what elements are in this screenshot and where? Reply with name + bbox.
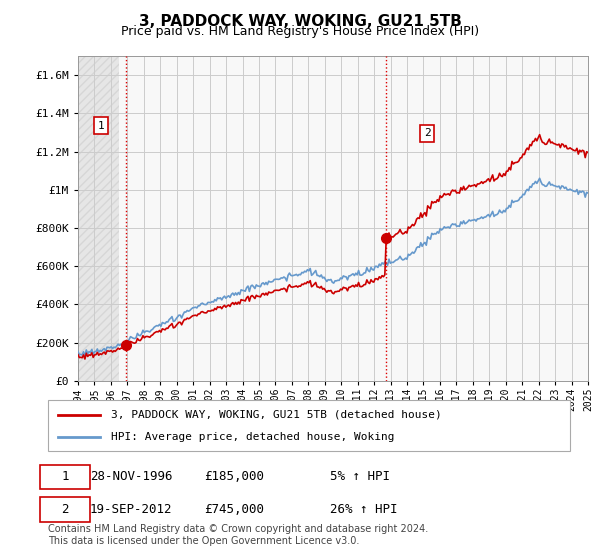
Text: 19-SEP-2012: 19-SEP-2012 [90, 503, 172, 516]
Text: Contains HM Land Registry data © Crown copyright and database right 2024.
This d: Contains HM Land Registry data © Crown c… [48, 524, 428, 546]
Text: 2: 2 [61, 503, 69, 516]
Bar [78, 56, 119, 381]
Text: 28-NOV-1996: 28-NOV-1996 [90, 470, 172, 483]
Text: HPI: Average price, detached house, Woking: HPI: Average price, detached house, Woki… [110, 432, 394, 442]
Text: 1: 1 [98, 121, 104, 130]
Text: 3, PADDOCK WAY, WOKING, GU21 5TB (detached house): 3, PADDOCK WAY, WOKING, GU21 5TB (detach… [110, 409, 442, 419]
FancyBboxPatch shape [40, 497, 90, 522]
Text: 2: 2 [424, 128, 430, 138]
Text: £185,000: £185,000 [205, 470, 265, 483]
Text: £745,000: £745,000 [205, 503, 265, 516]
FancyBboxPatch shape [48, 400, 570, 451]
Text: 5% ↑ HPI: 5% ↑ HPI [330, 470, 390, 483]
Text: 1: 1 [61, 470, 69, 483]
FancyBboxPatch shape [40, 464, 90, 489]
Text: Price paid vs. HM Land Registry's House Price Index (HPI): Price paid vs. HM Land Registry's House … [121, 25, 479, 38]
Text: 26% ↑ HPI: 26% ↑ HPI [330, 503, 397, 516]
Text: 3, PADDOCK WAY, WOKING, GU21 5TB: 3, PADDOCK WAY, WOKING, GU21 5TB [139, 14, 461, 29]
